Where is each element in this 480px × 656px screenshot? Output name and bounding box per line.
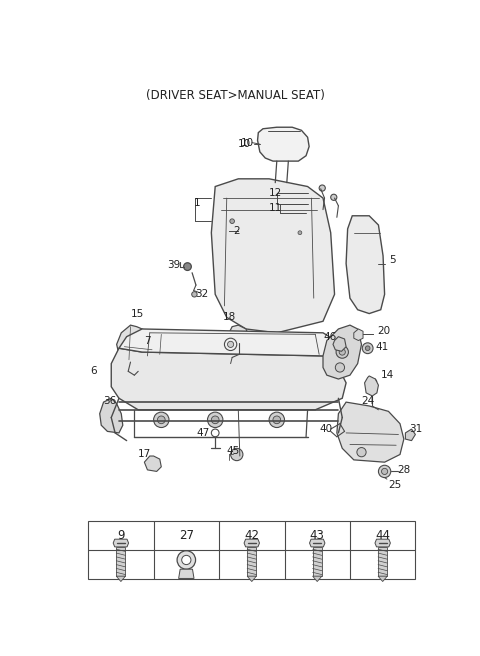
Text: 15: 15 (131, 308, 144, 319)
Circle shape (339, 349, 345, 355)
Polygon shape (406, 429, 415, 441)
Text: 18: 18 (223, 312, 236, 322)
Circle shape (319, 185, 325, 191)
Circle shape (273, 416, 281, 424)
Circle shape (154, 412, 169, 428)
Text: 40: 40 (320, 424, 333, 434)
Circle shape (211, 416, 219, 424)
Circle shape (177, 551, 195, 569)
Polygon shape (323, 325, 361, 379)
Text: 10: 10 (240, 138, 254, 148)
Text: 24: 24 (361, 396, 375, 405)
Polygon shape (117, 325, 157, 365)
Text: 7: 7 (144, 335, 151, 346)
Circle shape (182, 556, 191, 565)
Polygon shape (375, 539, 390, 547)
Text: 46: 46 (323, 332, 336, 342)
Polygon shape (119, 329, 342, 367)
Text: 10: 10 (238, 139, 252, 149)
Text: 14: 14 (381, 370, 394, 380)
Polygon shape (247, 576, 256, 581)
Circle shape (192, 292, 197, 297)
Polygon shape (378, 576, 387, 581)
Circle shape (382, 468, 388, 474)
Circle shape (365, 346, 370, 350)
Polygon shape (88, 521, 415, 579)
Polygon shape (354, 329, 363, 340)
Polygon shape (310, 539, 325, 547)
Polygon shape (116, 576, 125, 581)
Text: 9: 9 (117, 529, 125, 542)
Text: 11: 11 (269, 203, 282, 213)
Circle shape (157, 416, 165, 424)
Circle shape (331, 194, 337, 200)
Circle shape (230, 448, 243, 461)
Circle shape (211, 429, 219, 437)
Text: 44: 44 (375, 529, 390, 542)
Text: 43: 43 (310, 529, 324, 542)
Polygon shape (111, 348, 346, 410)
Polygon shape (378, 547, 387, 576)
Polygon shape (337, 402, 404, 462)
Text: 12: 12 (269, 188, 282, 197)
Circle shape (357, 447, 366, 457)
Polygon shape (116, 547, 125, 576)
Text: 27: 27 (179, 529, 194, 542)
Polygon shape (144, 456, 161, 472)
Circle shape (184, 263, 192, 270)
Circle shape (207, 412, 223, 428)
Circle shape (336, 346, 348, 358)
Polygon shape (244, 539, 260, 547)
Circle shape (362, 343, 373, 354)
Circle shape (230, 219, 234, 224)
Polygon shape (100, 398, 123, 433)
Circle shape (378, 465, 391, 478)
Text: 47: 47 (197, 428, 210, 438)
Polygon shape (312, 547, 322, 576)
Circle shape (336, 363, 345, 372)
Circle shape (269, 412, 285, 428)
Text: 36: 36 (104, 396, 117, 405)
Text: 41: 41 (375, 342, 389, 352)
Polygon shape (229, 325, 249, 344)
Text: 32: 32 (195, 289, 208, 299)
Text: 6: 6 (90, 366, 97, 377)
Text: 31: 31 (409, 424, 422, 434)
Text: 28: 28 (397, 465, 410, 475)
Polygon shape (312, 576, 322, 581)
Text: 42: 42 (244, 529, 259, 542)
Polygon shape (346, 216, 384, 314)
Text: 5: 5 (389, 255, 396, 264)
Polygon shape (247, 547, 256, 576)
Circle shape (298, 231, 302, 235)
Text: 20: 20 (377, 326, 390, 337)
Polygon shape (365, 376, 378, 396)
Text: 45: 45 (226, 445, 239, 456)
Text: 39: 39 (168, 260, 180, 270)
Text: (DRIVER SEAT>MANUAL SEAT): (DRIVER SEAT>MANUAL SEAT) (146, 89, 325, 102)
Polygon shape (179, 569, 194, 579)
Polygon shape (113, 539, 129, 547)
Text: 2: 2 (234, 226, 240, 236)
Circle shape (228, 341, 234, 348)
Polygon shape (211, 179, 335, 333)
Text: 1: 1 (193, 199, 200, 209)
Polygon shape (258, 127, 309, 161)
Polygon shape (333, 337, 346, 352)
Text: 25: 25 (388, 480, 402, 490)
Text: 17: 17 (138, 449, 152, 459)
